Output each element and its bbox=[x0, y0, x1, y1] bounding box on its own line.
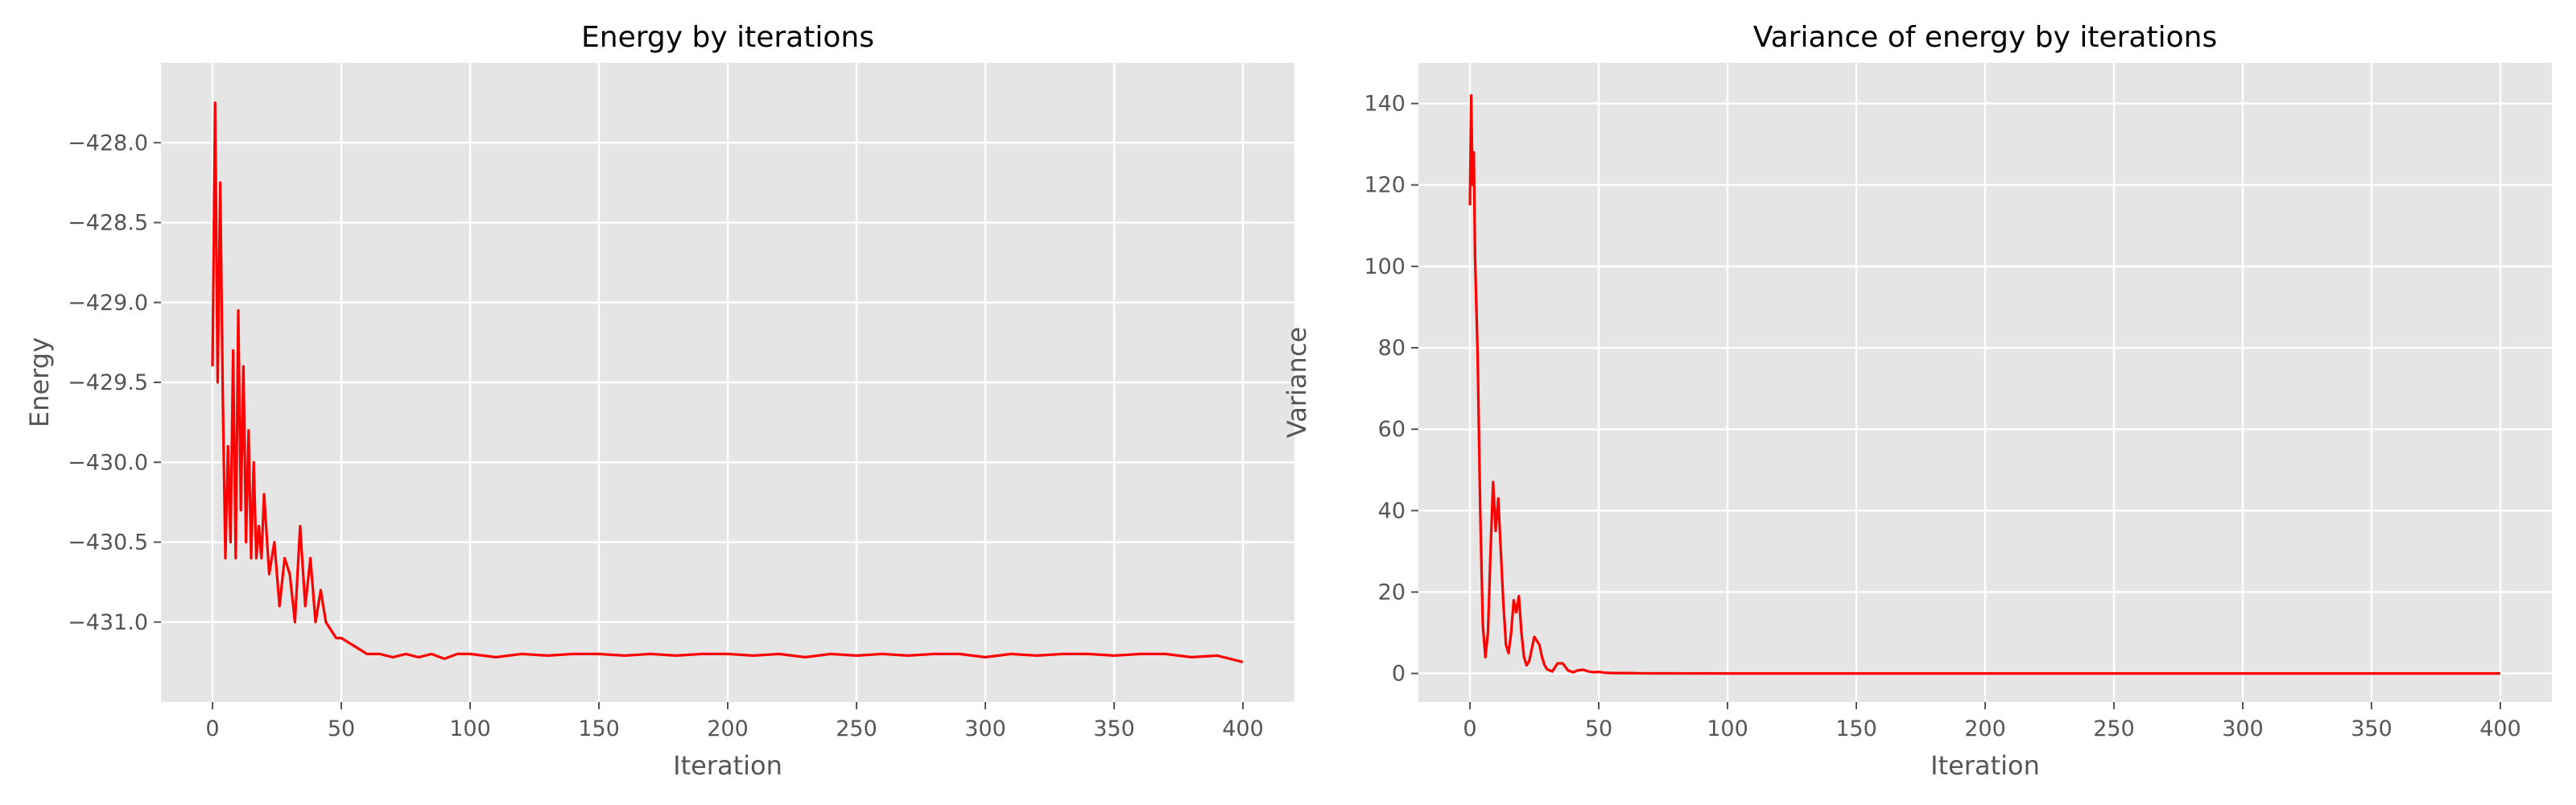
variance-x-tick-label: 400 bbox=[2479, 716, 2521, 741]
energy-chart-title: Energy by iterations bbox=[581, 21, 874, 54]
energy-y-tick-label: −429.0 bbox=[68, 291, 148, 316]
energy-x-tick-label: 300 bbox=[964, 716, 1006, 741]
variance-y-tick-label: 140 bbox=[1364, 92, 1406, 117]
variance-x-tick-label: 250 bbox=[2093, 716, 2135, 741]
variance-y-tick-label: 20 bbox=[1378, 580, 1406, 605]
variance-chart-panel: 0 50 100 150 200 250 300 350 400 0 20 40 60 80 100 120 1… bbox=[1282, 21, 2552, 781]
variance-ticks: 0 50 100 150 200 250 300 350 400 0 20 40 60 80 100 120 1… bbox=[1364, 92, 2520, 741]
energy-y-tick-label: −430.0 bbox=[68, 450, 148, 475]
energy-data bbox=[211, 101, 1244, 663]
variance-x-tick-label: 0 bbox=[1463, 716, 1476, 741]
variance-x-tick-label: 100 bbox=[1707, 716, 1748, 741]
energy-y-tick-label: −431.0 bbox=[68, 610, 148, 635]
energy-x-tick-label: 350 bbox=[1093, 716, 1135, 741]
variance-x-tick-label: 350 bbox=[2351, 716, 2392, 741]
variance-data bbox=[1468, 93, 2500, 675]
energy-x-tick-label: 400 bbox=[1222, 716, 1264, 741]
energy-x-tick-label: 0 bbox=[205, 716, 219, 741]
energy-x-tick-label: 100 bbox=[449, 716, 491, 741]
energy-y-axis-label: Energy bbox=[24, 337, 55, 427]
variance-y-axis-label: Variance bbox=[1282, 327, 1312, 438]
energy-series-line bbox=[211, 101, 1244, 663]
energy-ticks: 0 50 100 150 200 250 300 350 400 −428.0 −428.5 −429… bbox=[68, 130, 1264, 741]
variance-x-axis-label: Iteration bbox=[1930, 750, 2040, 781]
energy-x-tick-label: 200 bbox=[707, 716, 749, 741]
variance-chart-title: Variance of energy by iterations bbox=[1753, 21, 2217, 54]
variance-x-tick-label: 50 bbox=[1585, 716, 1612, 741]
energy-chart-panel: 0 50 100 150 200 250 300 350 400 −428.0 −428.5 −429… bbox=[24, 21, 1294, 781]
energy-y-tick-label: −428.5 bbox=[68, 211, 148, 236]
energy-x-tick-label: 150 bbox=[578, 716, 620, 741]
energy-grid bbox=[161, 63, 1294, 702]
variance-y-tick-label: 100 bbox=[1364, 254, 1406, 279]
energy-y-tick-label: −430.5 bbox=[68, 530, 148, 555]
variance-y-tick-label: 80 bbox=[1378, 336, 1406, 361]
energy-y-tick-label: −428.0 bbox=[68, 130, 148, 155]
variance-y-tick-label: 0 bbox=[1392, 662, 1406, 687]
energy-x-tick-label: 50 bbox=[328, 716, 355, 741]
energy-y-tick-label: −429.5 bbox=[68, 370, 148, 395]
variance-y-tick-label: 120 bbox=[1364, 173, 1406, 198]
variance-x-tick-label: 200 bbox=[1964, 716, 2006, 741]
energy-x-tick-label: 250 bbox=[836, 716, 877, 741]
variance-y-tick-label: 60 bbox=[1378, 417, 1406, 442]
variance-x-tick-label: 150 bbox=[1835, 716, 1877, 741]
variance-series-line bbox=[1468, 93, 2500, 675]
variance-x-tick-label: 300 bbox=[2222, 716, 2264, 741]
energy-x-axis-label: Iteration bbox=[673, 750, 782, 781]
variance-y-tick-label: 40 bbox=[1378, 498, 1406, 523]
